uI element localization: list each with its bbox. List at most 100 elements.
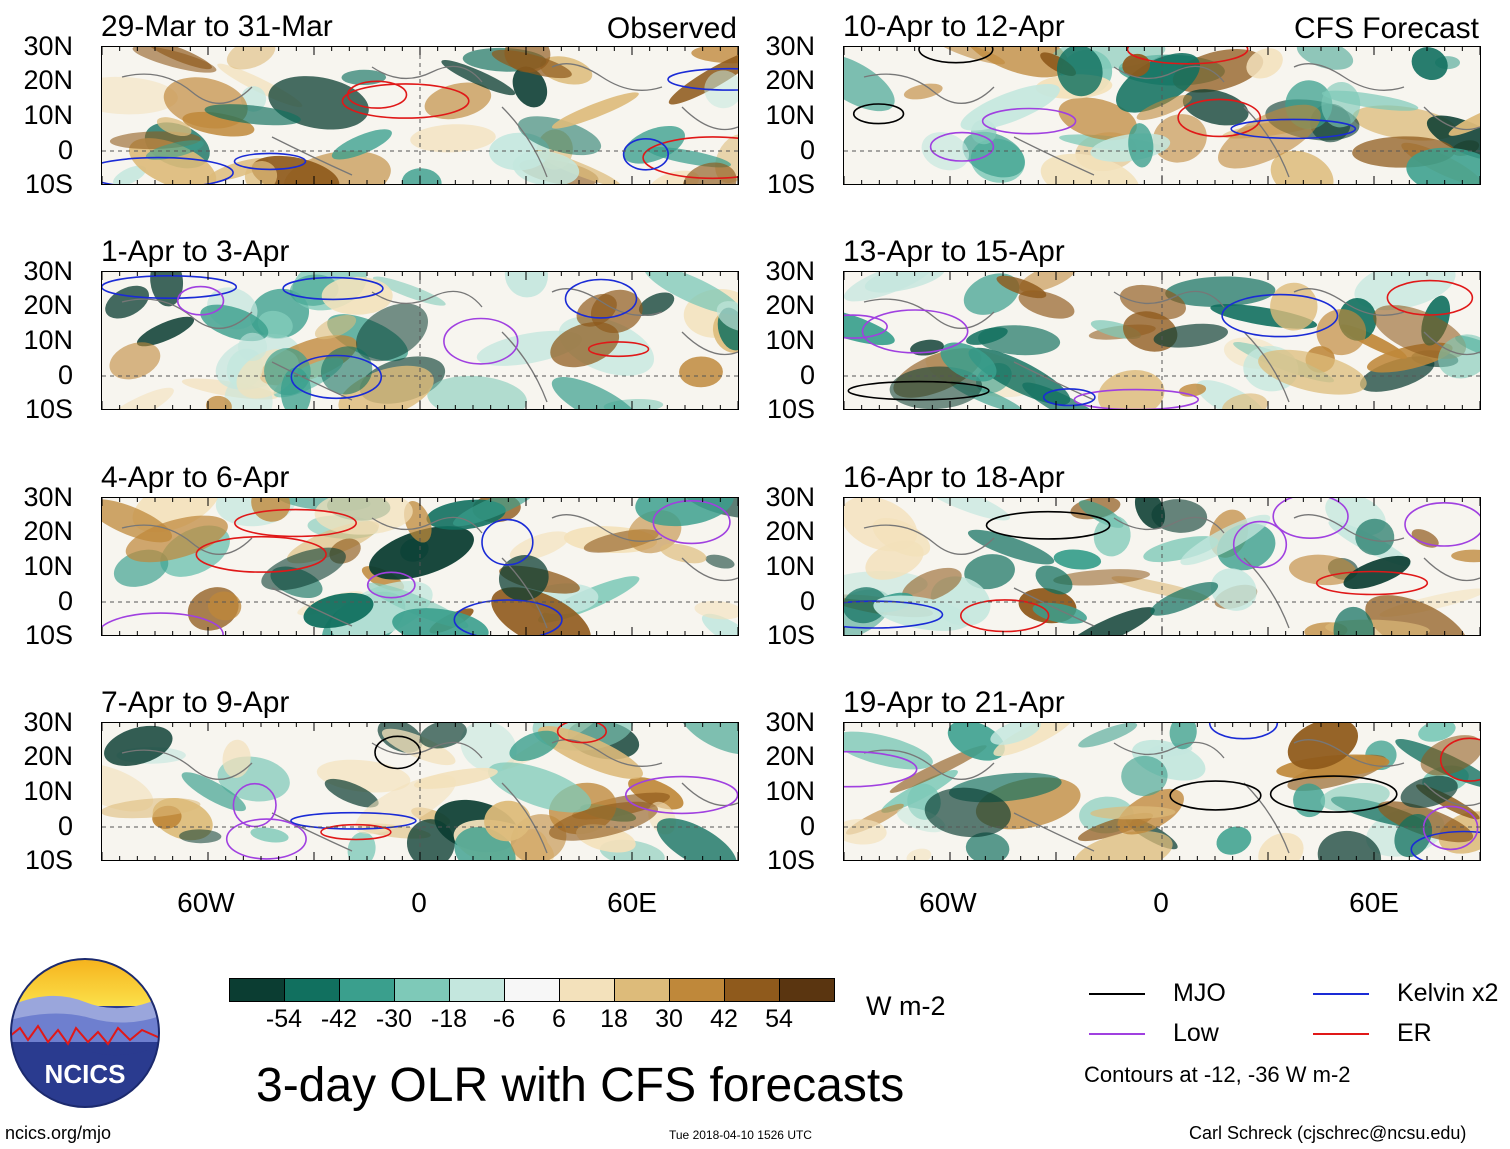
olr-anomaly [1078,723,1138,748]
olr-anomaly [136,316,195,347]
lat-label: 0 [57,586,73,616]
olr-anomaly [1411,47,1448,81]
olr-anomaly [844,587,887,624]
olr-anomaly [844,54,895,112]
colorbar-label: 18 [600,1005,628,1033]
colorbar-swatch [780,979,834,1001]
wave-contour [102,612,224,635]
olr-anomaly [644,272,738,315]
wave-contour [195,535,327,573]
olr-anomaly [1406,147,1480,184]
colorbar-label: -6 [492,1005,516,1033]
olr-anomaly [222,739,251,778]
ncics-logo: NCICS [10,958,160,1108]
olr-anomaly [1321,90,1419,111]
wave-contour [852,103,905,125]
wave-contour [1272,498,1349,539]
lat-label: 10S [24,845,73,875]
olr-anomaly [179,829,222,844]
lat-label: 30N [765,256,815,286]
colorbar-swatch [340,979,395,1001]
olr-anomaly [104,725,173,766]
olr-anomaly [965,832,1010,860]
coastline [121,739,738,854]
olr-map [843,497,1481,636]
colorbar [229,978,835,1002]
olr-anomaly [331,129,392,160]
olr-anomaly [705,554,735,569]
timestamp: Tue 2018-04-10 1526 UTC [669,1128,812,1142]
olr-anomaly [1064,607,1155,635]
lat-label: 0 [799,360,815,390]
lat-label: 10S [766,394,815,424]
coastline [863,63,1480,178]
contour-note: Contours at -12, -36 W m-2 [1084,1062,1351,1087]
olr-anomaly [1426,115,1480,161]
olr-anomaly [551,92,639,129]
wave-contour [1404,502,1480,547]
olr-anomaly [906,848,932,860]
lat-label: 10N [23,325,73,355]
lat-label: 0 [799,586,815,616]
lat-label: 30N [23,707,73,737]
olr-anomaly [181,772,246,812]
wave-contour [625,775,738,815]
olr-anomaly [924,787,1011,838]
olr-anomaly [1288,554,1357,586]
olr-anomaly [1134,498,1166,529]
olr-anomaly [844,498,918,552]
olr-anomaly [967,529,1055,565]
olr-anomaly [1320,782,1390,812]
colorbar-label: -30 [375,1005,413,1033]
olr-anomaly [635,498,734,527]
olr-anomaly [1136,94,1192,121]
olr-anomaly [996,275,1047,299]
olr-anomaly [701,613,738,635]
olr-anomaly [314,314,357,340]
olr-anomaly [1165,276,1276,307]
coastline [863,288,1480,403]
wave-contour [622,138,670,171]
coastline [863,739,1480,854]
coastline [121,63,738,178]
olr-anomaly [1169,723,1197,750]
olr-anomaly [512,66,548,108]
olr-anomaly [962,131,1025,178]
lat-label: 0 [799,811,815,841]
colorbar-swatch [285,979,340,1001]
lon-label: 60E [607,887,657,918]
lat-label: 30N [23,482,73,512]
olr-anomaly [250,827,289,843]
lat-label: 10S [766,620,815,650]
wave-contour [844,314,888,339]
wave-contour [556,723,607,744]
olr-anomaly [406,819,455,860]
lat-label: 20N [23,65,73,95]
olr-anomaly [145,140,204,160]
lat-label: 10N [765,776,815,806]
author-credit: Carl Schreck (cjschrec@ncsu.edu) [1189,1123,1467,1143]
olr-anomaly [401,168,442,184]
source-url[interactable]: ncics.org/mjo [5,1123,112,1143]
olr-anomaly [691,47,738,64]
olr-anomaly [1246,48,1283,79]
colorbar-label: 54 [765,1005,793,1033]
olr-anomaly [1296,47,1354,70]
observed-label: Observed [606,12,737,45]
olr-anomaly [1400,775,1458,808]
wave-contour [1208,723,1279,740]
wave-contour [1126,47,1249,65]
olr-map [843,271,1481,410]
wave-contour [290,354,383,400]
lat-label: 10N [23,776,73,806]
lat-label: 10N [765,100,815,130]
olr-anomaly [1056,47,1103,97]
lat-label: 10N [23,551,73,581]
legend-label: MJO [1173,979,1226,1007]
olr-anomaly [1032,602,1087,624]
lat-label: 20N [765,290,815,320]
lon-label: 60E [1349,887,1399,918]
lat-label: 30N [765,31,815,61]
panel-title: 7-Apr to 9-Apr [101,686,290,719]
wave-contour [234,508,358,538]
